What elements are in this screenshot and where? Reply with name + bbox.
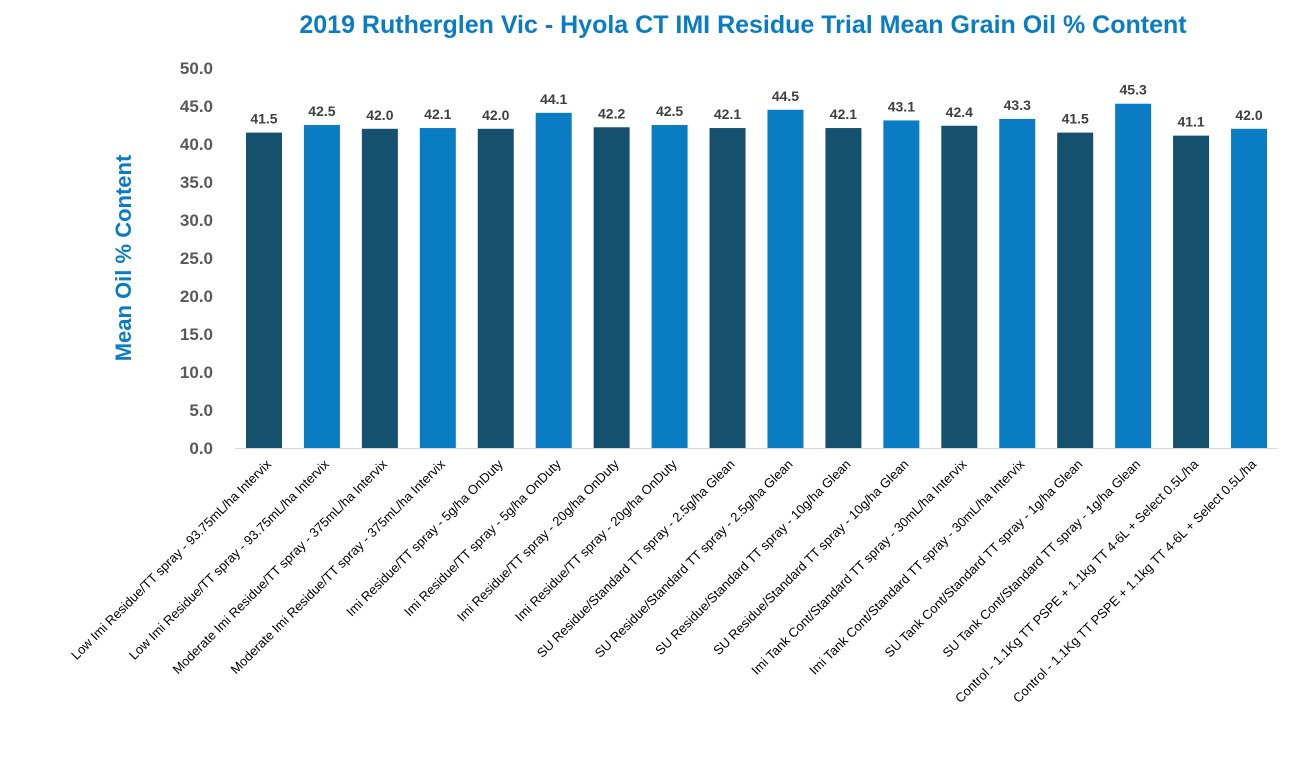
x-tick-label: SU Tank Cont/Standard TT spray - 1g/ha G… [940, 457, 1144, 661]
bar [477, 128, 514, 449]
x-tick-label: SU Residue/Standard TT spray - 2.5g/ha G… [534, 457, 738, 661]
x-axis-ticks: Low Imi Residue/TT spray - 93.75mL/ha In… [68, 456, 1260, 706]
x-tick-label: Moderate Imi Residue/TT spray - 375mL/ha… [228, 456, 449, 677]
data-label: 42.5 [656, 103, 683, 119]
data-label: 44.1 [540, 91, 567, 107]
data-label: 45.3 [1120, 82, 1147, 98]
bar [303, 125, 340, 448]
bar [593, 127, 630, 448]
y-tick-label: 45.0 [180, 97, 213, 116]
y-tick-label: 35.0 [180, 173, 213, 192]
x-tick-label: SU Residue/Standard TT spray - 10g/ha Gl… [710, 457, 911, 658]
bar [651, 125, 688, 448]
data-label: 41.1 [1177, 114, 1204, 130]
bar [1057, 132, 1094, 448]
bar [535, 112, 572, 448]
bar [1231, 128, 1268, 449]
bar [999, 118, 1036, 449]
y-tick-label: 30.0 [180, 211, 213, 230]
data-label: 41.5 [250, 111, 277, 127]
y-tick-label: 15.0 [180, 325, 213, 344]
y-axis-ticks: 0.0 5.0 10.0 15.0 20.0 25.0 30.0 35.0 40.0 45.0 50… [180, 59, 213, 458]
y-tick-label: 50.0 [180, 59, 213, 78]
y-tick-label: 5.0 [189, 401, 213, 420]
data-label: 42.5 [308, 103, 335, 119]
data-label: 42.0 [1235, 107, 1262, 123]
bar [709, 128, 746, 449]
data-label: 44.5 [772, 88, 799, 104]
y-tick-label: 20.0 [180, 287, 213, 306]
bar [419, 128, 456, 449]
bar [941, 125, 978, 448]
bar [1173, 135, 1210, 448]
x-tick-label: Low Imi Residue/TT spray - 93.75mL/ha In… [68, 456, 274, 662]
x-tick-label: SU Residue/Standard TT spray - 2.5g/ha G… [592, 457, 796, 661]
data-label: 43.1 [888, 98, 915, 114]
bar [245, 132, 282, 448]
data-label: 42.4 [946, 104, 973, 120]
x-tick-label: Moderate Imi Residue/TT spray - 375mL/ha… [170, 456, 391, 677]
data-label: 42.0 [482, 107, 509, 123]
bar [767, 109, 804, 449]
bar [825, 128, 862, 449]
bar [1115, 103, 1152, 448]
x-tick-label: Imi Tank Cont/Standard TT spray - 30mL/h… [748, 456, 969, 677]
bar [883, 120, 920, 448]
chart-title: 2019 Rutherglen Vic - Hyola CT IMI Resid… [299, 11, 1187, 39]
data-label: 41.5 [1062, 111, 1089, 127]
data-label: 42.1 [714, 106, 741, 122]
data-labels: 41.5 42.5 42.0 42.1 42.0 44.1 42.2 42.5 42.1 44.5… [250, 82, 1263, 130]
data-label: 42.1 [830, 106, 857, 122]
y-tick-label: 40.0 [180, 135, 213, 154]
data-label: 42.1 [424, 106, 451, 122]
x-tick-label: SU Tank Cont/Standard TT spray - 1g/ha G… [882, 457, 1086, 661]
bar [361, 128, 398, 449]
data-label: 43.3 [1004, 97, 1031, 113]
x-tick-label: Low Imi Residue/TT spray - 93.75mL/ha In… [126, 456, 332, 662]
bars [245, 103, 1268, 449]
y-tick-label: 10.0 [180, 363, 213, 382]
y-tick-label: 0.0 [189, 439, 213, 458]
data-label: 42.0 [366, 107, 393, 123]
x-tick-label: SU Residue/Standard TT spray - 10g/ha Gl… [652, 457, 853, 658]
data-label: 42.2 [598, 105, 625, 121]
y-tick-label: 25.0 [180, 249, 213, 268]
x-tick-label: Imi Tank Cont/Standard TT spray - 30mL/h… [806, 456, 1027, 677]
y-axis-label: Mean Oil % Content [111, 154, 136, 361]
